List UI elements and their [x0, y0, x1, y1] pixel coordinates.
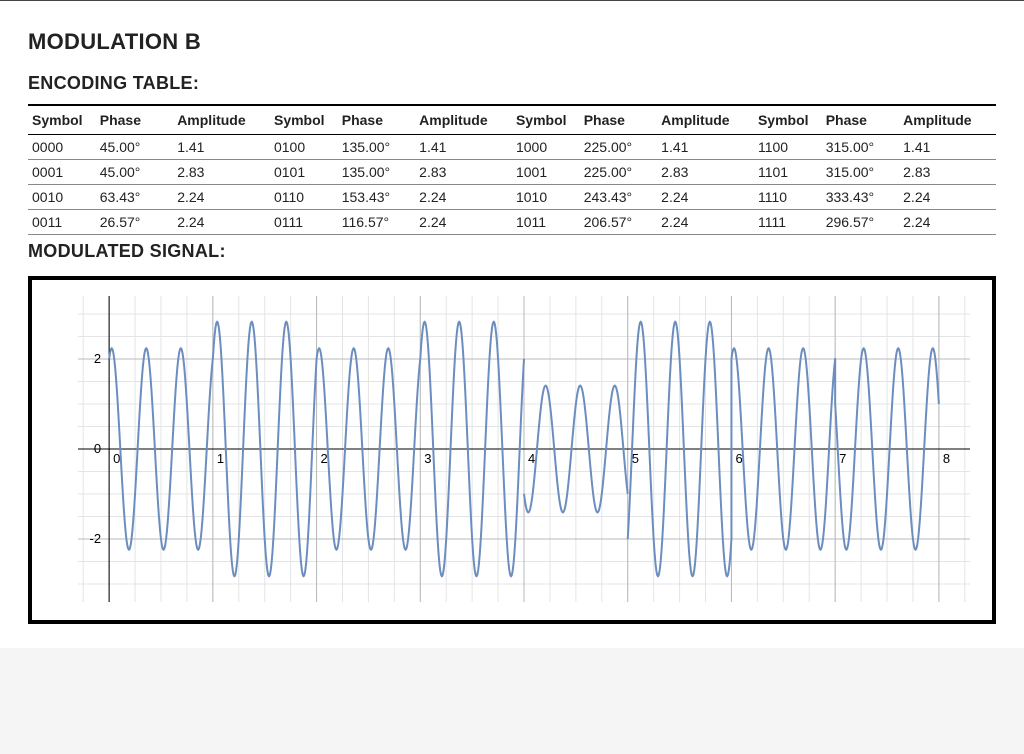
- svg-text:6: 6: [735, 451, 742, 466]
- table-header-cell: Symbol: [270, 105, 338, 135]
- svg-text:3: 3: [424, 451, 431, 466]
- table-cell: 296.57°: [822, 210, 899, 235]
- table-header-cell: Phase: [822, 105, 899, 135]
- table-cell: 2.24: [899, 185, 996, 210]
- table-header-cell: Amplitude: [415, 105, 512, 135]
- table-cell: 333.43°: [822, 185, 899, 210]
- table-header-cell: Phase: [580, 105, 657, 135]
- svg-text:8: 8: [943, 451, 950, 466]
- table-header-cell: Symbol: [512, 105, 580, 135]
- table-header-cell: Amplitude: [173, 105, 270, 135]
- table-cell: 45.00°: [96, 135, 173, 160]
- table-header-cell: Amplitude: [899, 105, 996, 135]
- table-cell: 2.24: [415, 210, 512, 235]
- table-cell: 2.83: [173, 160, 270, 185]
- table-cell: 1.41: [899, 135, 996, 160]
- table-cell: 45.00°: [96, 160, 173, 185]
- table-cell: 1011: [512, 210, 580, 235]
- table-cell: 2.83: [899, 160, 996, 185]
- table-cell: 1010: [512, 185, 580, 210]
- table-cell: 2.24: [415, 185, 512, 210]
- table-cell: 153.43°: [338, 185, 415, 210]
- table-cell: 243.43°: [580, 185, 657, 210]
- svg-text:-2: -2: [90, 531, 102, 546]
- table-cell: 116.57°: [338, 210, 415, 235]
- page-title: MODULATION B: [28, 29, 996, 55]
- svg-text:0: 0: [113, 451, 120, 466]
- table-cell: 0110: [270, 185, 338, 210]
- table-cell: 1001: [512, 160, 580, 185]
- table-cell: 0001: [28, 160, 96, 185]
- chart-container: 012345678-202: [28, 276, 996, 624]
- encoding-table-title: ENCODING TABLE:: [28, 73, 996, 94]
- table-header-cell: Phase: [96, 105, 173, 135]
- table-cell: 1.41: [415, 135, 512, 160]
- table-cell: 0111: [270, 210, 338, 235]
- table-cell: 2.24: [173, 210, 270, 235]
- table-cell: 0100: [270, 135, 338, 160]
- table-cell: 0101: [270, 160, 338, 185]
- table-cell: 206.57°: [580, 210, 657, 235]
- table-cell: 1.41: [657, 135, 754, 160]
- table-header-row: SymbolPhaseAmplitudeSymbolPhaseAmplitude…: [28, 105, 996, 135]
- table-cell: 2.24: [657, 185, 754, 210]
- table-cell: 225.00°: [580, 135, 657, 160]
- table-cell: 1000: [512, 135, 580, 160]
- table-cell: 135.00°: [338, 160, 415, 185]
- table-cell: 2.83: [657, 160, 754, 185]
- page: MODULATION B ENCODING TABLE: SymbolPhase…: [0, 0, 1024, 648]
- table-cell: 0011: [28, 210, 96, 235]
- table-cell: 2.24: [173, 185, 270, 210]
- table-row: 001063.43°2.240110153.43°2.241010243.43°…: [28, 185, 996, 210]
- table-cell: 1.41: [173, 135, 270, 160]
- table-cell: 135.00°: [338, 135, 415, 160]
- table-row: 001126.57°2.240111116.57°2.241011206.57°…: [28, 210, 996, 235]
- table-cell: 63.43°: [96, 185, 173, 210]
- table-cell: 26.57°: [96, 210, 173, 235]
- table-row: 000145.00°2.830101135.00°2.831001225.00°…: [28, 160, 996, 185]
- table-cell: 1111: [754, 210, 822, 235]
- table-header-cell: Symbol: [754, 105, 822, 135]
- table-cell: 2.24: [657, 210, 754, 235]
- svg-text:2: 2: [321, 451, 328, 466]
- svg-text:1: 1: [217, 451, 224, 466]
- content-area: MODULATION B ENCODING TABLE: SymbolPhase…: [0, 1, 1024, 648]
- table-cell: 2.83: [415, 160, 512, 185]
- table-header-cell: Amplitude: [657, 105, 754, 135]
- table-cell: 1110: [754, 185, 822, 210]
- modulated-signal-title: MODULATED SIGNAL:: [28, 241, 996, 262]
- table-cell: 225.00°: [580, 160, 657, 185]
- table-row: 000045.00°1.410100135.00°1.411000225.00°…: [28, 135, 996, 160]
- svg-text:4: 4: [528, 451, 535, 466]
- table-cell: 2.24: [899, 210, 996, 235]
- modulated-signal-chart: 012345678-202: [32, 280, 988, 620]
- table-header-cell: Phase: [338, 105, 415, 135]
- table-header-cell: Symbol: [28, 105, 96, 135]
- table-cell: 0000: [28, 135, 96, 160]
- svg-text:2: 2: [94, 351, 101, 366]
- table-cell: 1101: [754, 160, 822, 185]
- svg-text:0: 0: [94, 441, 101, 456]
- svg-text:7: 7: [839, 451, 846, 466]
- table-cell: 0010: [28, 185, 96, 210]
- table-cell: 315.00°: [822, 160, 899, 185]
- table-cell: 1100: [754, 135, 822, 160]
- encoding-table: SymbolPhaseAmplitudeSymbolPhaseAmplitude…: [28, 104, 996, 235]
- table-cell: 315.00°: [822, 135, 899, 160]
